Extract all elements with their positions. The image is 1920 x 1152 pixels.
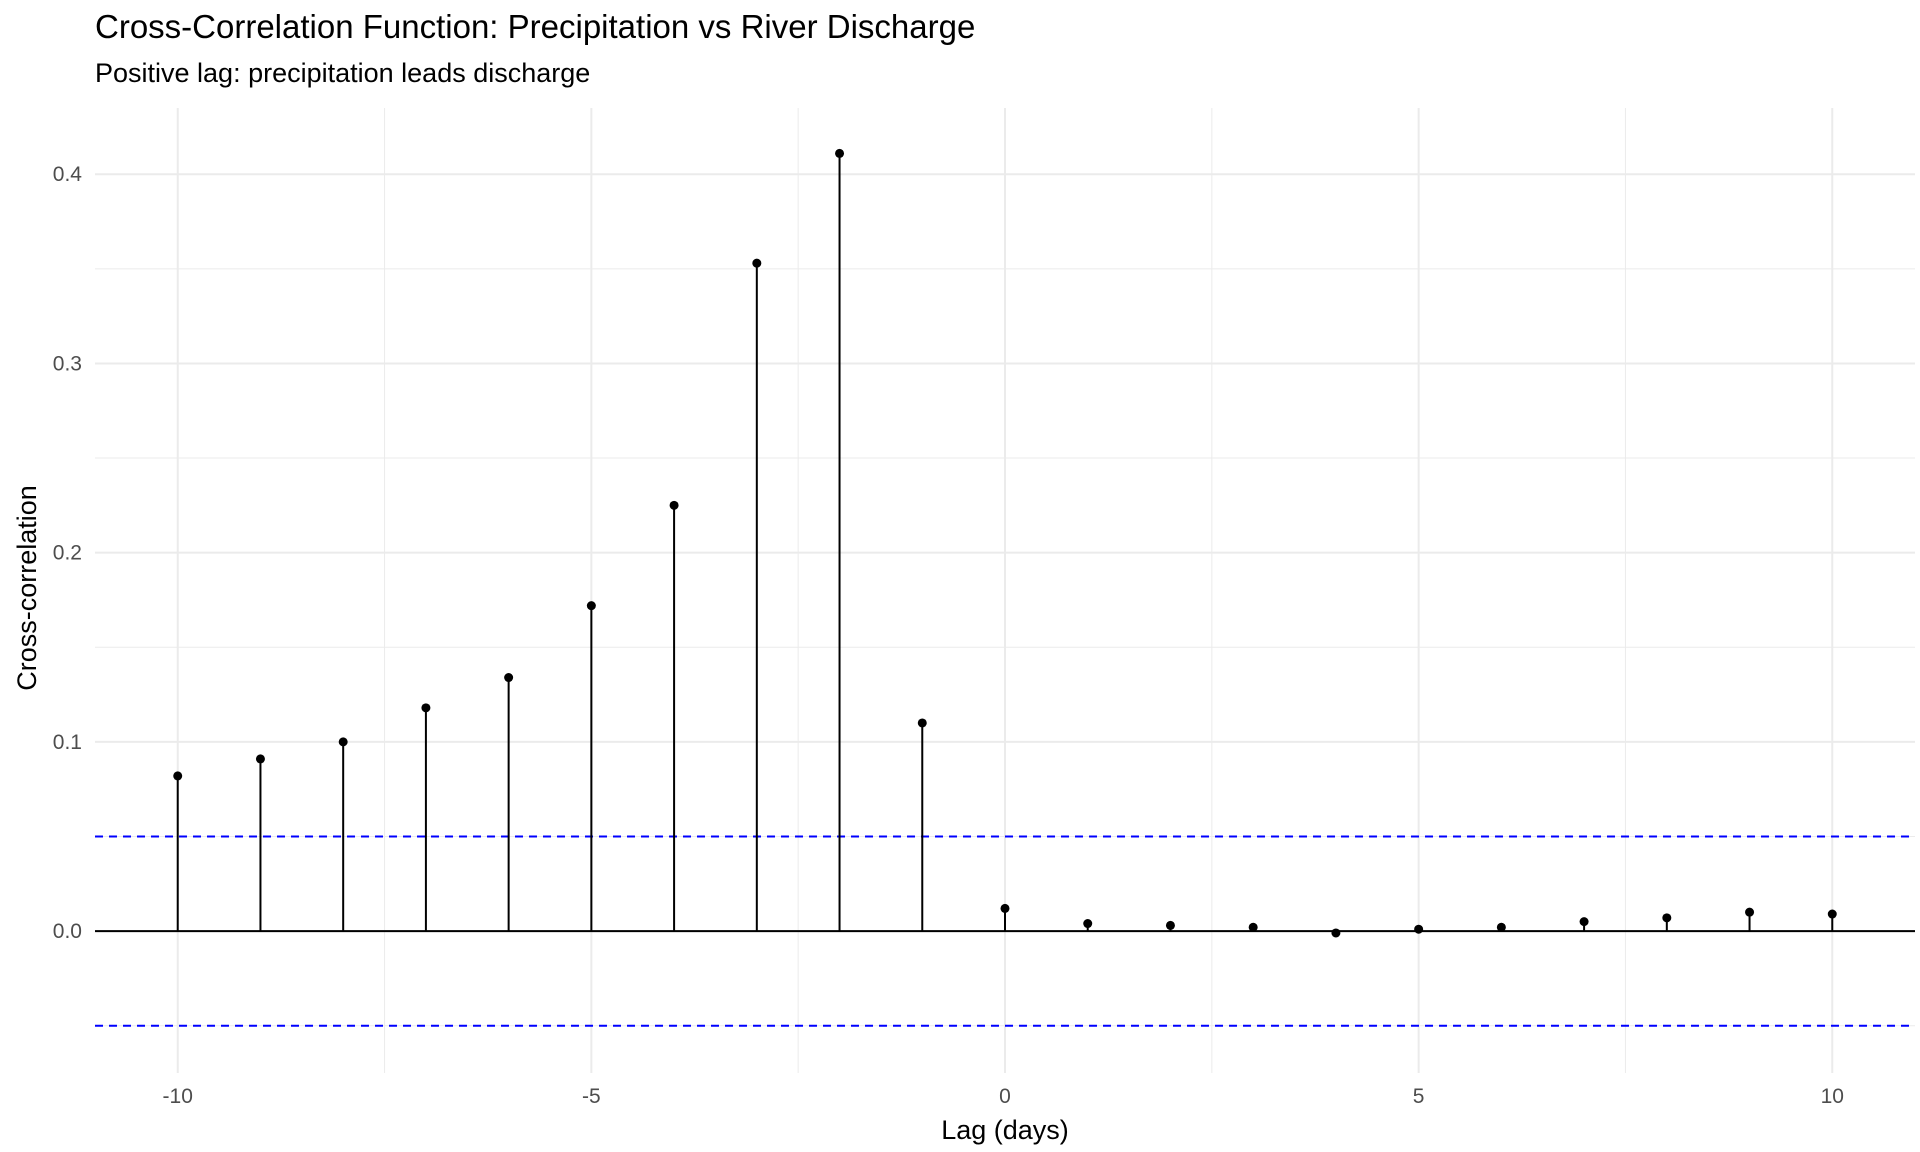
data-point	[1745, 907, 1755, 917]
x-axis-title: Lag (days)	[941, 1115, 1069, 1145]
data-point	[173, 771, 183, 781]
data-point	[752, 258, 762, 268]
data-point	[1165, 920, 1175, 930]
data-point	[917, 718, 927, 728]
data-point	[835, 148, 845, 158]
stems	[176, 153, 1834, 933]
y-tick-labels: 0.0 0.1 0.2 0.3 0.4	[53, 163, 83, 943]
data-point	[255, 754, 265, 764]
grid	[95, 108, 1915, 1073]
x-tick-label: 0	[999, 1085, 1011, 1108]
chart-title: Cross-Correlation Function: Precipitatio…	[95, 8, 976, 45]
data-point	[1248, 922, 1258, 932]
confidence-bands	[95, 835, 1915, 1027]
data-point	[1000, 903, 1010, 913]
data-point	[669, 500, 679, 510]
y-tick-label: 0.0	[53, 920, 82, 943]
y-tick-label: 0.4	[53, 163, 83, 186]
data-point	[338, 737, 348, 747]
data-point	[1083, 919, 1093, 929]
x-tick-label: 5	[1413, 1085, 1425, 1108]
data-point	[504, 673, 514, 683]
data-point	[1827, 909, 1837, 919]
data-point	[421, 703, 431, 713]
data-point	[1662, 913, 1672, 923]
data-point	[1331, 928, 1341, 938]
data-point	[1579, 917, 1589, 927]
y-axis-title: Cross-correlation	[12, 485, 42, 691]
data-point	[1496, 922, 1506, 932]
x-tick-label: -10	[163, 1085, 193, 1108]
points	[173, 148, 1837, 938]
y-tick-label: 0.3	[53, 352, 82, 375]
x-tick-label: 10	[1821, 1085, 1844, 1108]
y-tick-label: 0.2	[53, 542, 82, 565]
y-tick-label: 0.1	[53, 731, 82, 754]
x-tick-label: -5	[582, 1085, 601, 1108]
data-point	[1414, 924, 1424, 934]
chart-subtitle: Positive lag: precipitation leads discha…	[95, 58, 591, 88]
x-tick-labels: -10 -5 0 5 10	[163, 1085, 1844, 1108]
data-point	[586, 601, 596, 611]
